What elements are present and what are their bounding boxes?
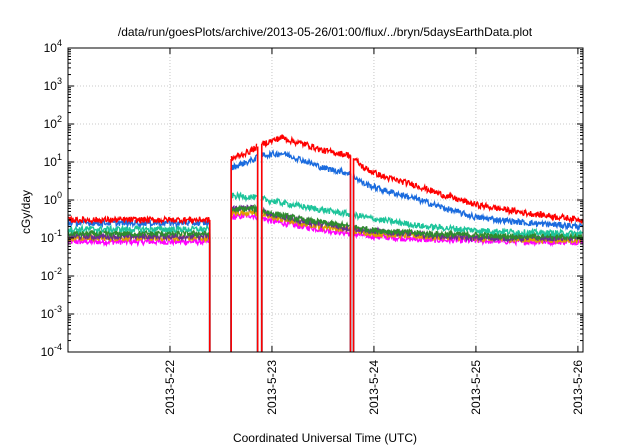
x-tick-label: 2013-5-25: [469, 360, 483, 415]
series-line-red: [67, 134, 584, 226]
y-axis: 10-4 10-3 10-2 10-1 100 101 102 103 104: [41, 38, 583, 359]
y-tick-label: 102: [44, 114, 62, 131]
series-line-teal: [67, 190, 584, 238]
grid: [68, 48, 583, 352]
y-tick-label: 10-3: [41, 304, 62, 321]
y-tick-label: 10-2: [41, 266, 62, 283]
plot-frame: [67, 47, 584, 353]
series-line-blue: [67, 149, 584, 232]
x-tick-label: 2013-5-23: [265, 360, 279, 415]
x-tick-label: 2013-5-24: [367, 360, 381, 415]
series-line-magenta: [67, 210, 584, 248]
y-tick-label: 103: [44, 76, 62, 93]
y-tick-label: 101: [44, 152, 62, 169]
y-tick-label: 104: [44, 38, 62, 55]
series-line-orange: [67, 207, 584, 245]
series-group: [67, 134, 584, 352]
y-tick-label: 100: [44, 190, 62, 207]
y-tick-label: 10-1: [41, 228, 62, 245]
x-axis-label: Coordinated Universal Time (UTC): [233, 431, 417, 445]
x-tick-label: 2013-5-22: [163, 360, 177, 415]
y-axis-label: cGy/day: [19, 190, 33, 234]
series-line-green: [67, 203, 584, 242]
chart-title: /data/run/goesPlots/archive/2013-05-26/0…: [118, 25, 533, 39]
y-tick-label: 10-4: [41, 342, 62, 359]
x-tick-label: 2013-5-26: [571, 360, 585, 415]
x-axis: 2013-5-22 2013-5-23 2013-5-24 2013-5-25 2013…: [163, 48, 585, 415]
